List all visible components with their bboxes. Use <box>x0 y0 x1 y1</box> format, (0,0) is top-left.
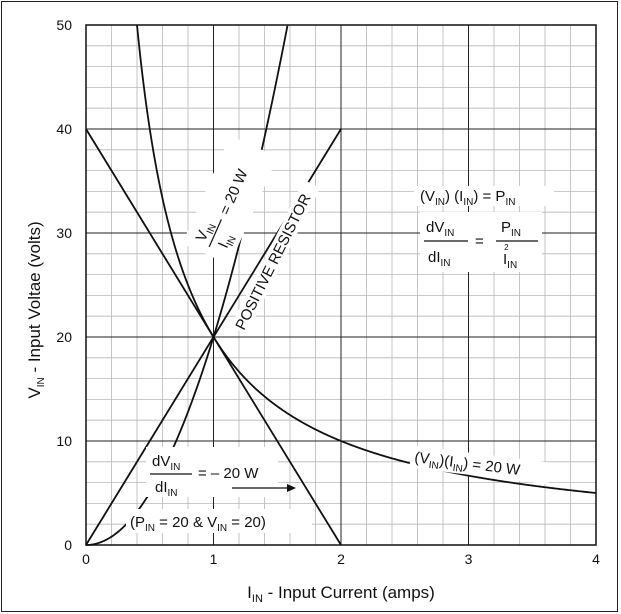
y-tick-label: 40 <box>56 121 72 137</box>
arrow-annotation <box>232 484 296 492</box>
svg-text:(VIN) (IIN) = PIN: (VIN) (IIN) = PIN <box>420 188 515 208</box>
x-tick-label: 2 <box>337 551 345 567</box>
y-tick-label: 10 <box>56 433 72 449</box>
point-label: (PIN = 20 & VIN = 20) <box>126 509 312 534</box>
parabola-label-fraction-bar <box>208 219 222 248</box>
neg-rhs: = – 20 W <box>198 465 259 482</box>
deriv-I-squared: IIN2 <box>503 243 517 271</box>
x-tick-label: 1 <box>210 551 218 567</box>
parabola-label-denominator: IIN <box>215 231 239 252</box>
hyperbola-label: (VIN)(IIN) = 20 W <box>409 445 551 485</box>
y-tick-label: 0 <box>64 537 72 553</box>
negative-resistance-label: dVIN dIIN = – 20 W <box>146 447 278 499</box>
y-tick-label: 20 <box>56 329 72 345</box>
derivative-equation: dVIN dIIN = PIN IIN2 <box>420 212 542 272</box>
deriv-numerator: dVIN <box>426 219 454 239</box>
x-tick-label: 3 <box>465 551 473 567</box>
neg-numerator: dVIN <box>152 453 180 473</box>
svg-text:(PIN = 20 & VIN = 20): (PIN = 20 & VIN = 20) <box>130 514 266 534</box>
svg-text:(VIN)(IIN) = 20 W: (VIN)(IIN) = 20 W <box>413 449 522 482</box>
y-tick-label: 50 <box>56 17 72 33</box>
y-tick-label: 30 <box>56 225 72 241</box>
x-tick-label: 4 <box>592 551 600 567</box>
x-tick-label: 0 <box>82 551 90 567</box>
x-axis-label: IIN - Input Current (amps) <box>247 583 435 605</box>
y-axis-label: VIN - Input Voltae (volts) <box>25 221 47 398</box>
neg-denominator: dIIN <box>155 479 178 499</box>
parabola-label: VIN IIN = 20 W <box>182 135 278 265</box>
power-equation: (VIN) (IIN) = PIN <box>414 186 554 208</box>
deriv-P: PIN <box>501 219 521 239</box>
deriv-equals: = <box>475 233 484 250</box>
deriv-denominator: dIIN <box>428 249 451 269</box>
series-line-3 <box>85 128 342 546</box>
